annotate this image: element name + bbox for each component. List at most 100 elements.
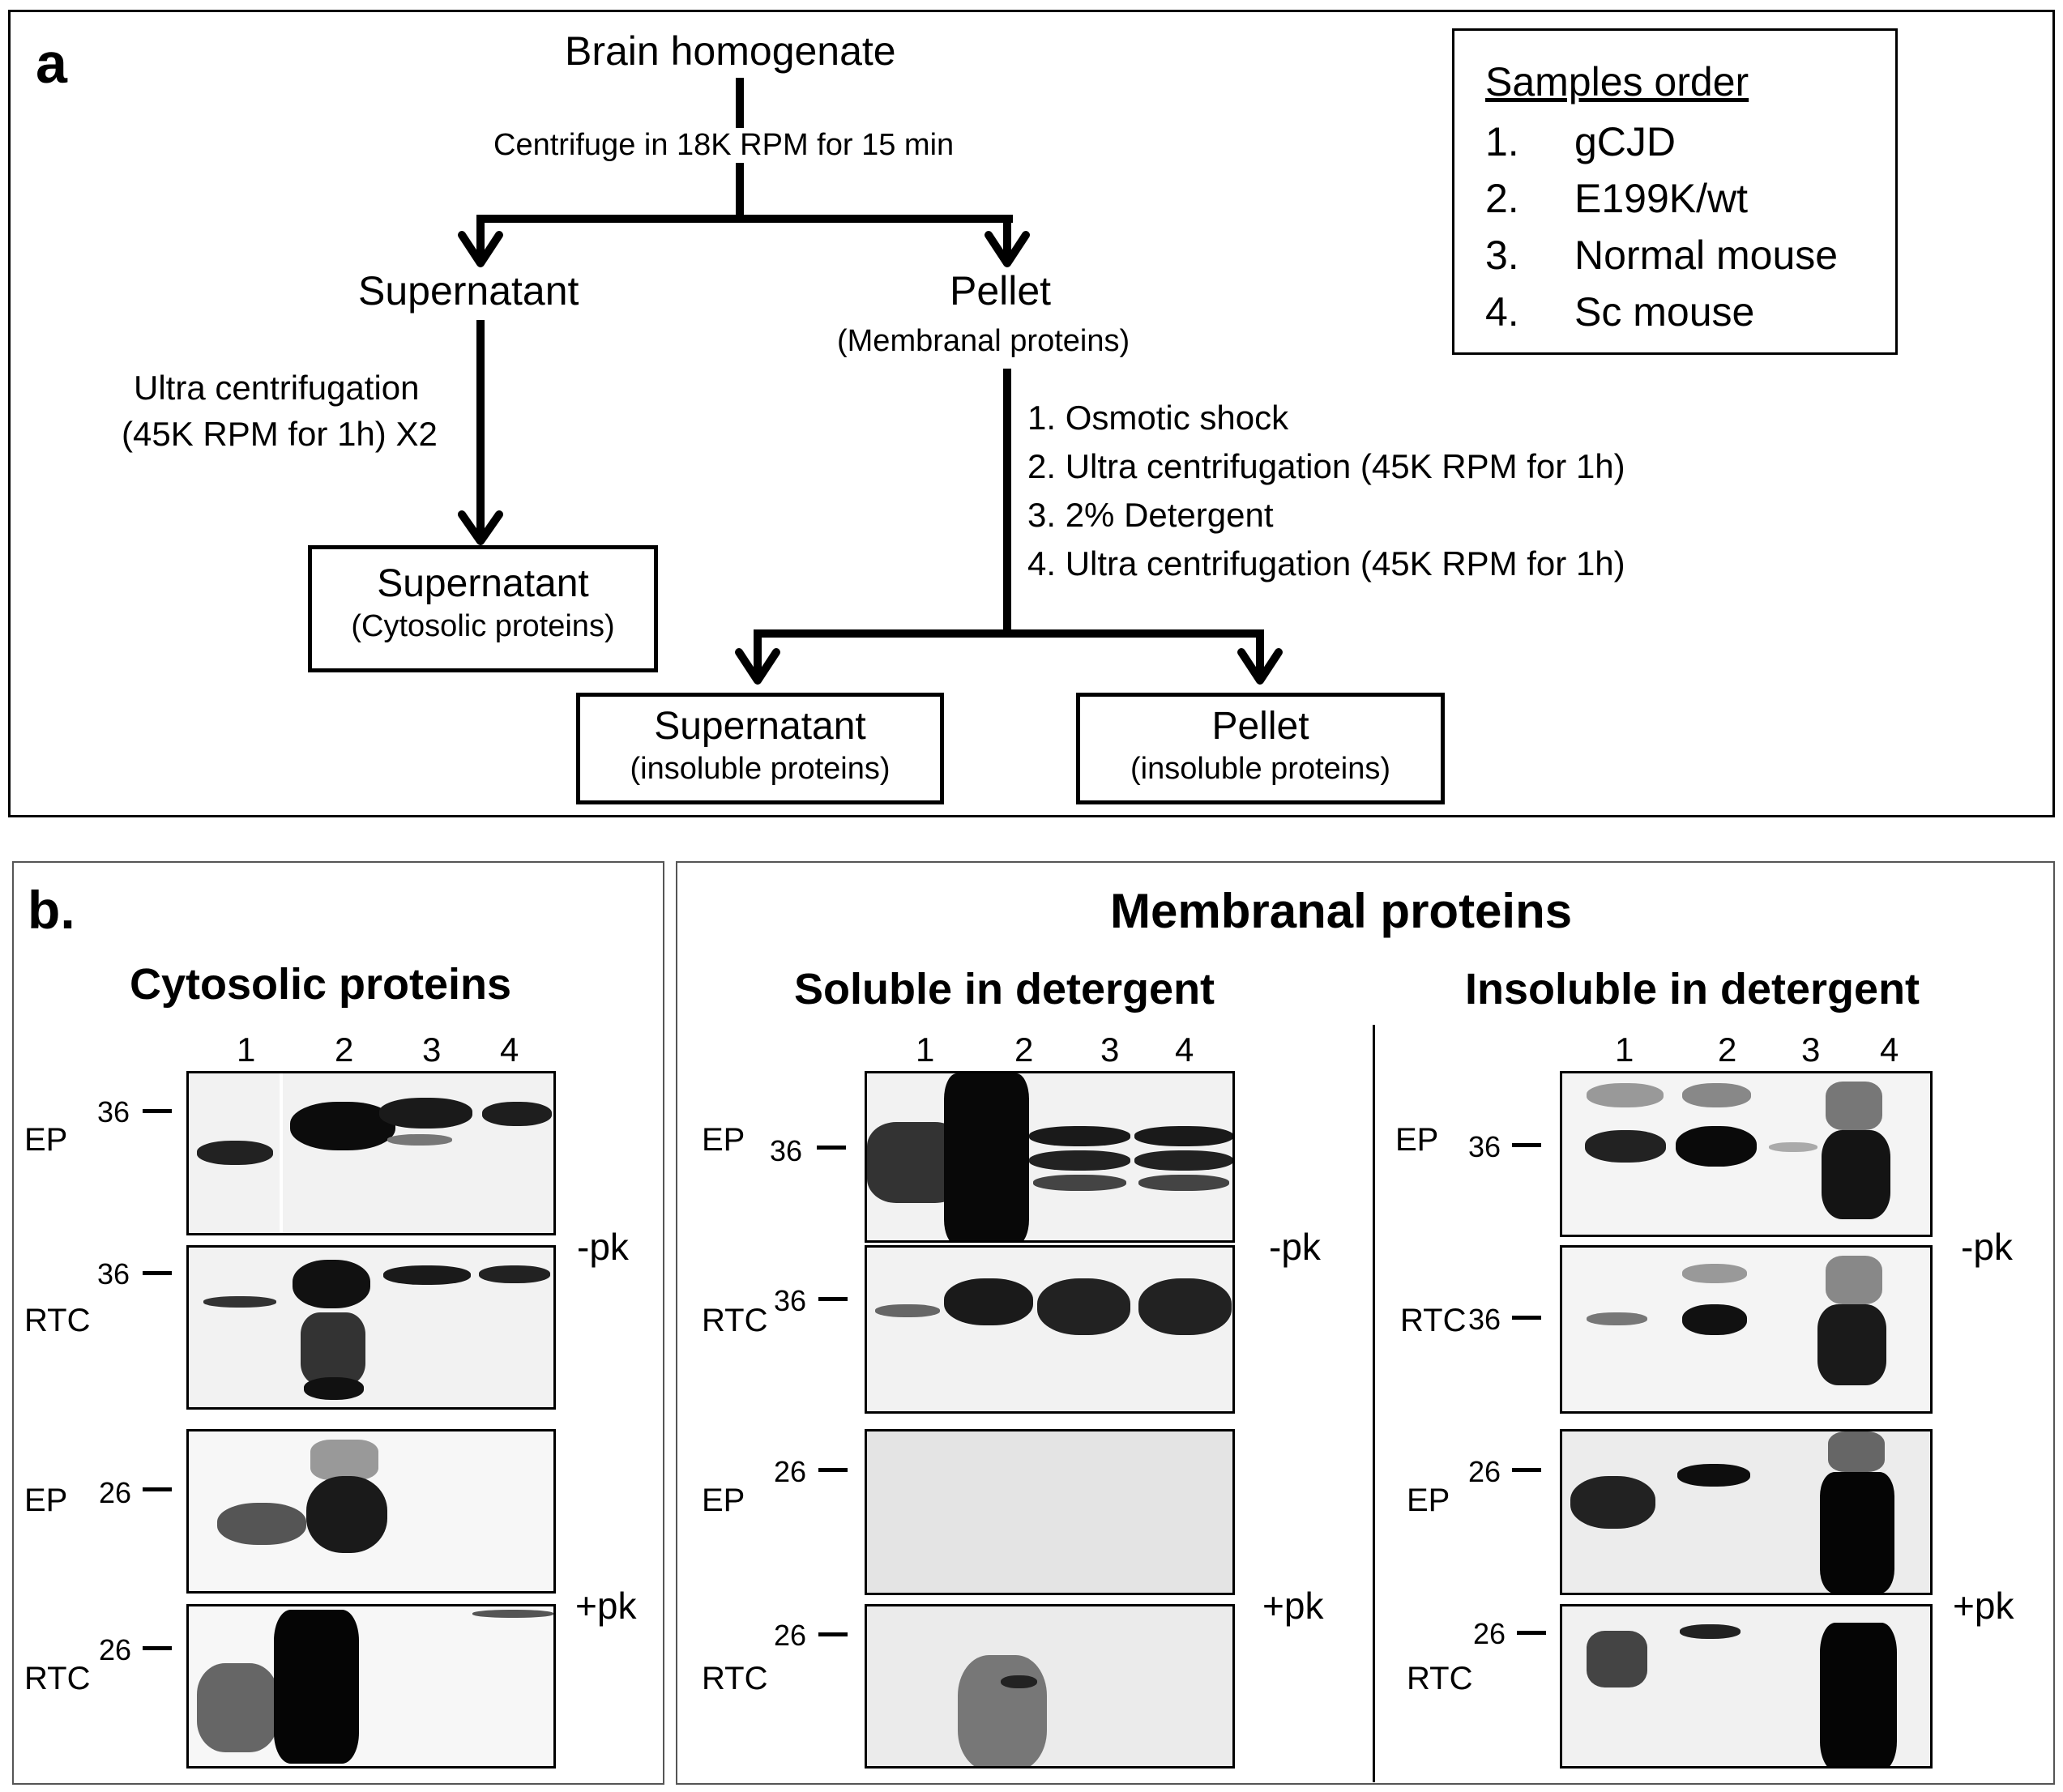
blot-insol-ep-minus (1560, 1071, 1933, 1237)
blot-band (1822, 1130, 1890, 1219)
flow-supernatant: Supernatant (358, 268, 579, 314)
flow-pellet-sub: (Membranal proteins) (837, 324, 1130, 358)
cytosolic-box: Supernatant (Cytosolic proteins) (308, 545, 658, 672)
blot-band (379, 1098, 472, 1129)
lane-number: 3 (1100, 1030, 1120, 1069)
insoluble-pellet-sub: (insoluble proteins) (1130, 752, 1391, 786)
mw-marker: 36 (774, 1284, 807, 1317)
blot-band (1570, 1476, 1655, 1529)
row-label-rtc: RTC (1400, 1303, 1467, 1338)
blot-band (290, 1102, 395, 1150)
sample-num: 4. (1485, 289, 1519, 335)
blot-band (1820, 1472, 1894, 1593)
mw-marker: 36 (97, 1095, 130, 1129)
blot-band (944, 1278, 1033, 1325)
mw-tick (818, 1632, 848, 1636)
row-label-ep: EP (702, 1122, 745, 1158)
lane-number: 4 (1880, 1030, 1899, 1069)
sample-name: Sc mouse (1574, 289, 1755, 335)
flow-arrows (458, 215, 1283, 685)
membrane-step: 1. Osmotic shock (1027, 399, 1289, 437)
blot-band (383, 1265, 471, 1285)
blot-band (1587, 1631, 1647, 1687)
insoluble-pellet-box: Pellet (insoluble proteins) (1076, 693, 1445, 804)
samples-order-title: Samples order (1485, 59, 1749, 105)
blot-band (1682, 1264, 1747, 1283)
sample-num: 2. (1485, 176, 1519, 221)
mw-tick (818, 1297, 848, 1301)
blot-band (203, 1296, 276, 1308)
blot-sol-ep-plus (865, 1429, 1235, 1595)
sample-name: Normal mouse (1574, 233, 1839, 278)
mw-marker: 36 (1468, 1130, 1501, 1163)
blot-cyto-ep-minus (186, 1071, 556, 1235)
panel-b-right (676, 861, 2055, 1785)
minus-pk-label: -pk (577, 1226, 629, 1268)
cytosolic-box-title: Supernatant (377, 562, 589, 605)
blot-band (1001, 1675, 1037, 1688)
blot-band (197, 1663, 278, 1752)
mw-tick (817, 1146, 846, 1150)
row-label-rtc: RTC (24, 1661, 91, 1696)
insoluble-pellet-title: Pellet (1211, 705, 1309, 748)
mw-marker: 26 (774, 1455, 807, 1488)
blot-insol-ep-plus (1560, 1429, 1933, 1595)
blot-band (304, 1377, 364, 1400)
sample-name: gCJD (1574, 119, 1676, 164)
plus-pk-label: +pk (1262, 1585, 1324, 1627)
blot-band (1682, 1304, 1747, 1335)
mw-tick (818, 1468, 848, 1472)
blot-insol-rtc-minus (1560, 1245, 1933, 1414)
mw-marker: 36 (1468, 1303, 1501, 1336)
blot-band (1029, 1150, 1130, 1171)
blot-band (1676, 1126, 1757, 1167)
blot-band (482, 1102, 552, 1126)
row-label-ep: EP (24, 1122, 68, 1158)
mw-marker: 26 (99, 1476, 132, 1509)
lane-number: 1 (1615, 1030, 1634, 1069)
blot-band (1134, 1126, 1232, 1146)
flow-step1: Centrifuge in 18K RPM for 15 min (489, 128, 959, 163)
blot-band (1587, 1083, 1664, 1107)
group-divider (1373, 1025, 1375, 1782)
mw-marker: 26 (1473, 1617, 1506, 1650)
blot-band (944, 1073, 1029, 1240)
row-label-rtc: RTC (702, 1661, 768, 1696)
soluble-supernatant-sub: (insoluble proteins) (630, 752, 891, 786)
mw-tick (1517, 1631, 1546, 1635)
blot-cyto-ep-plus (186, 1429, 556, 1594)
blot-band (310, 1440, 378, 1480)
flow-root: Brain homogenate (565, 28, 896, 74)
row-label-ep: EP (24, 1483, 68, 1518)
flow-pellet: Pellet (950, 268, 1052, 314)
row-label-rtc: RTC (24, 1303, 91, 1338)
samples-order-box: Samples order 1. gCJD 2. E199K/wt 3. Nor… (1452, 28, 1898, 355)
blot-band (1587, 1312, 1647, 1325)
group-title-soluble: Soluble in detergent (794, 965, 1215, 1013)
cytosolic-box-sub: (Cytosolic proteins) (351, 609, 615, 643)
blot-sol-rtc-plus (865, 1604, 1235, 1769)
row-label-rtc: RTC (1407, 1661, 1473, 1696)
mw-tick (1512, 1468, 1541, 1472)
mw-marker: 26 (774, 1619, 807, 1652)
group-title-insoluble: Insoluble in detergent (1465, 965, 1920, 1013)
blot-band (306, 1476, 387, 1553)
blot-band (479, 1265, 550, 1283)
lane-number: 2 (1014, 1030, 1034, 1069)
blot-band (1820, 1623, 1897, 1766)
mw-marker: 26 (99, 1633, 132, 1666)
blot-cyto-rtc-plus (186, 1604, 556, 1769)
row-label-ep: EP (1407, 1483, 1450, 1518)
panel-a-label: a (36, 32, 67, 95)
blot-band (1037, 1278, 1130, 1335)
blot-band (472, 1610, 553, 1618)
lane-number: 2 (1718, 1030, 1737, 1069)
blot-band (274, 1610, 359, 1764)
row-label-ep: EP (1395, 1122, 1439, 1158)
lane-number: 3 (1801, 1030, 1821, 1069)
minus-pk-label: -pk (1269, 1226, 1321, 1268)
membrane-step: 3. 2% Detergent (1027, 496, 1274, 534)
lane-number: 4 (500, 1030, 519, 1069)
blot-band (217, 1503, 306, 1545)
lane-number: 2 (335, 1030, 354, 1069)
